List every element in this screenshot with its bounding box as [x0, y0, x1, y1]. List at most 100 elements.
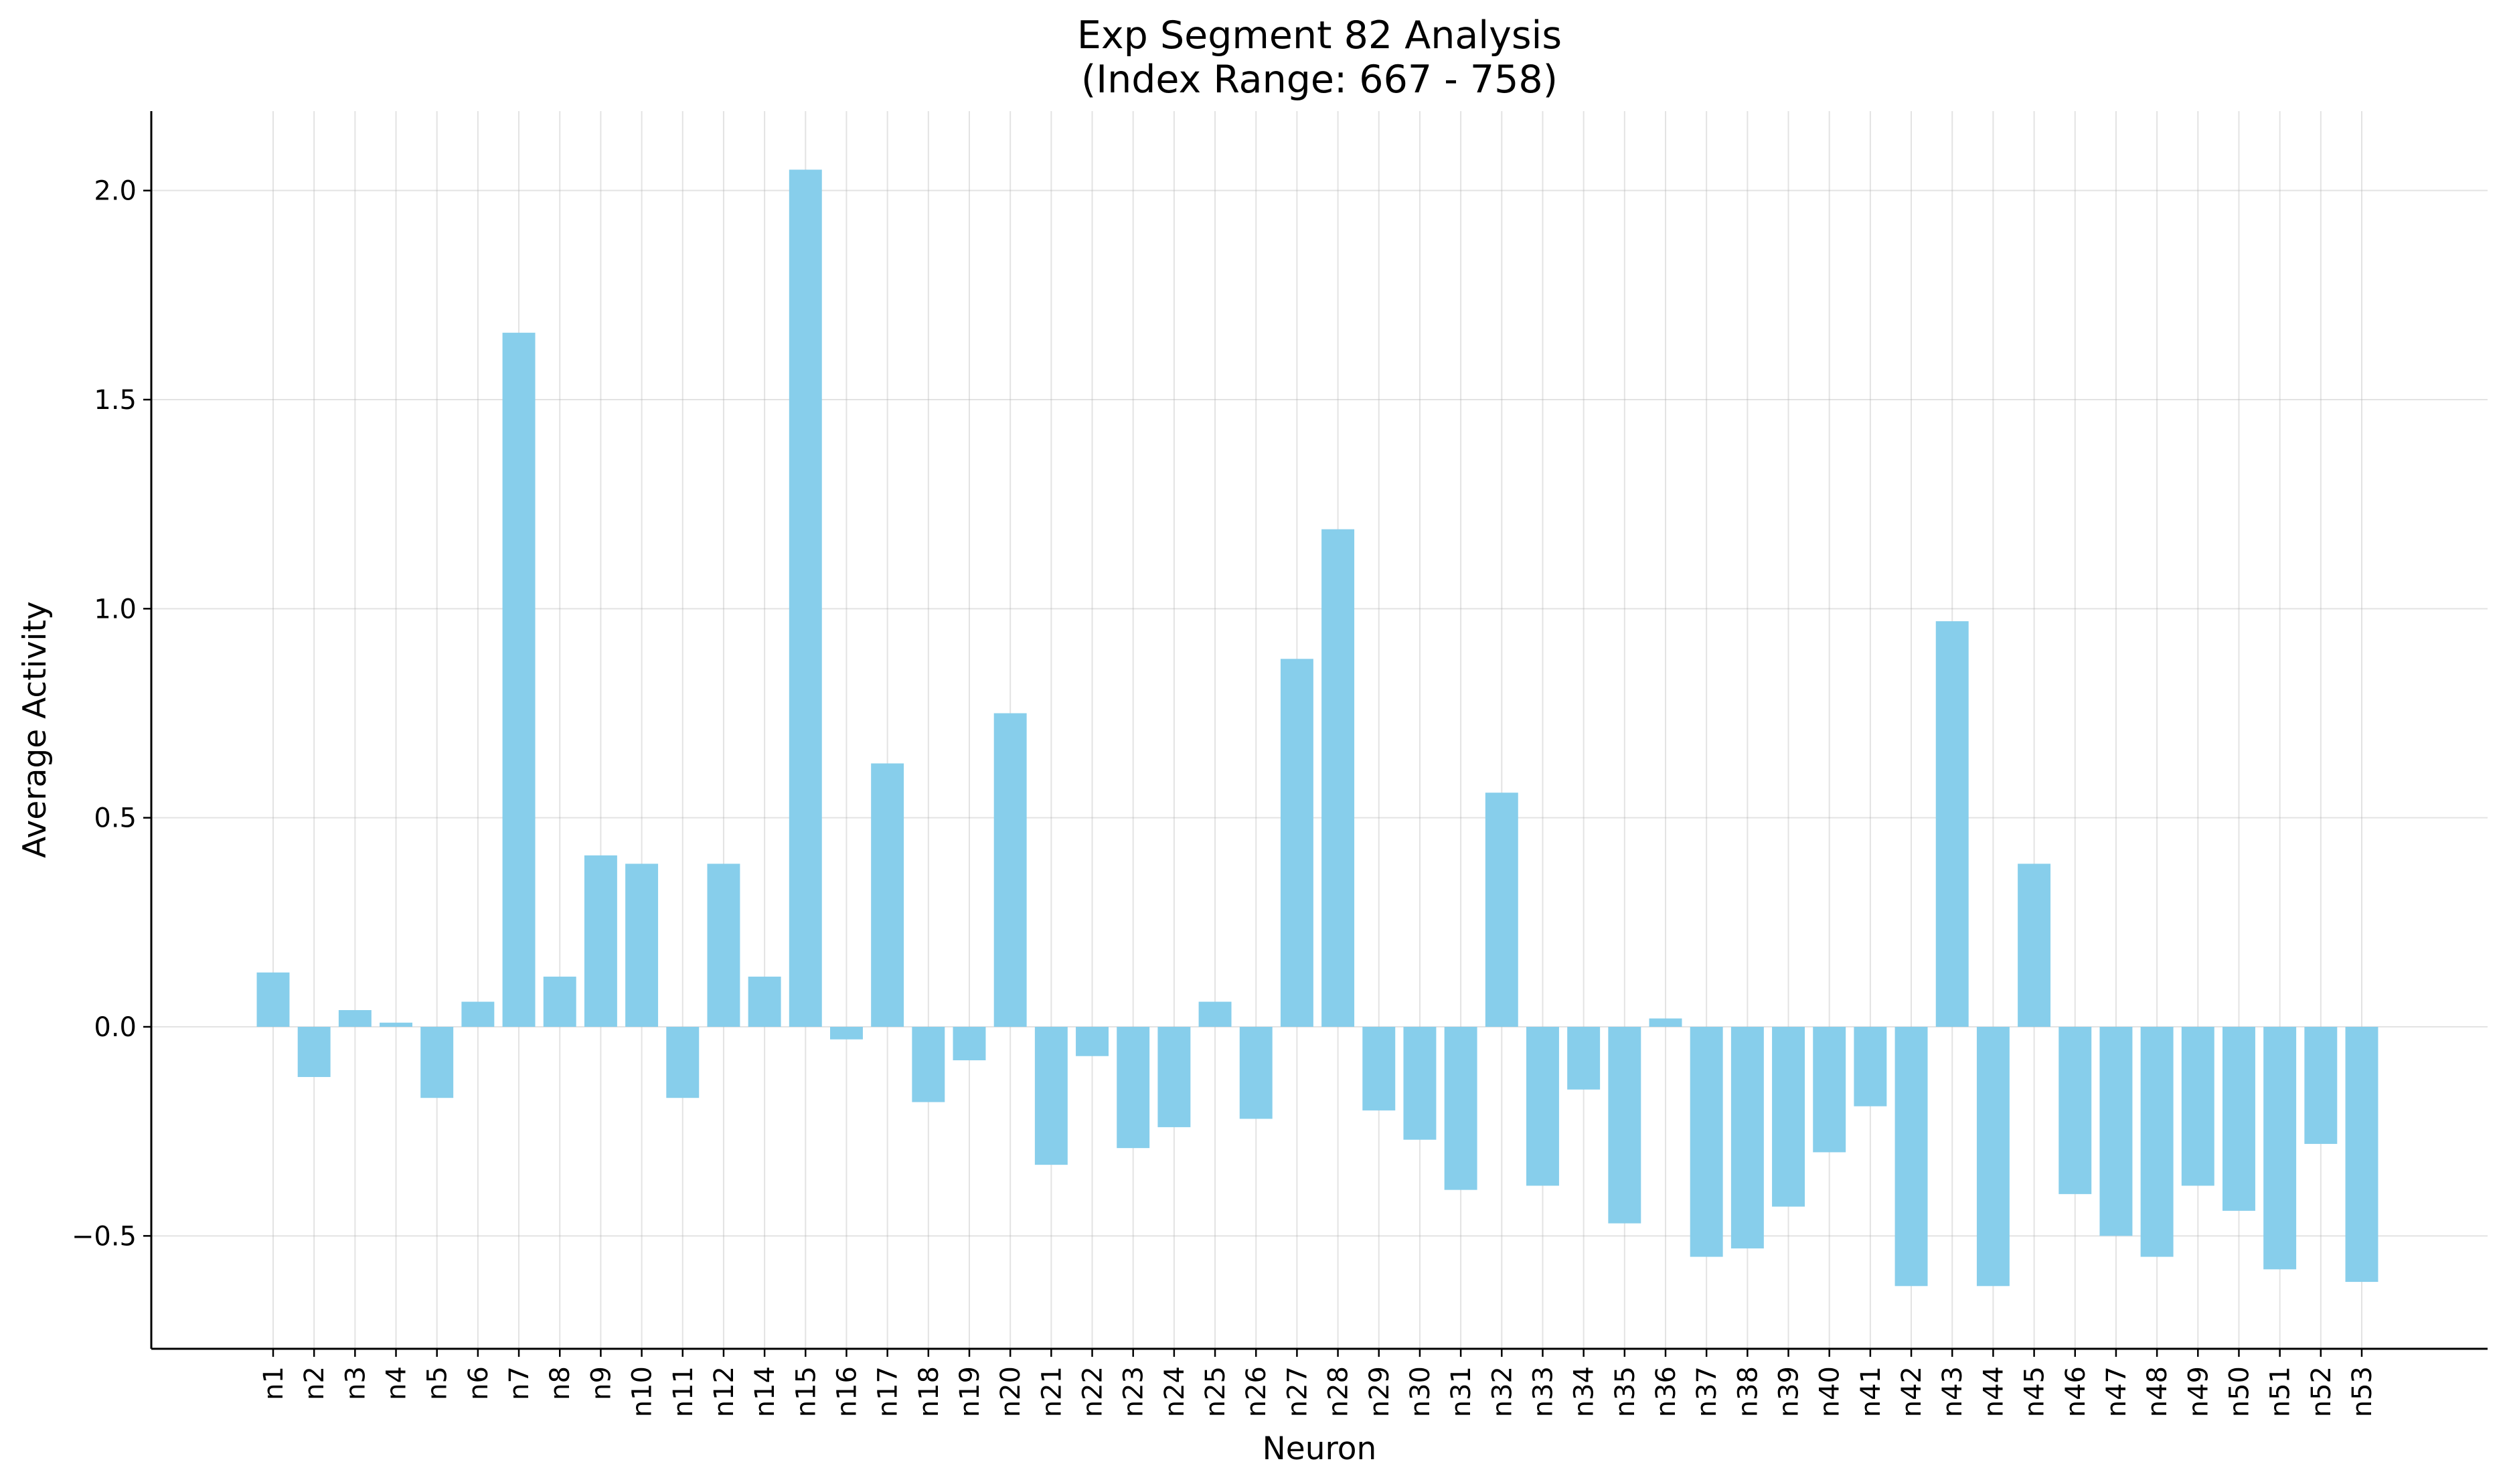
- bar-n5: [420, 1027, 454, 1098]
- bar-n6: [461, 1001, 495, 1027]
- y-tick-label: 0.5: [94, 803, 137, 834]
- chart-title: Exp Segment 82 Analysis: [1077, 13, 1562, 58]
- y-axis-label: Average Activity: [17, 601, 54, 858]
- x-tick-label-n15: n15: [791, 1366, 821, 1417]
- chart-subtitle: (Index Range: 667 - 758): [1081, 58, 1558, 102]
- x-tick-label-n41: n41: [1856, 1366, 1886, 1417]
- bar-n36: [1649, 1018, 1682, 1027]
- x-tick-label-n40: n40: [1815, 1366, 1846, 1417]
- bar-n47: [2099, 1027, 2133, 1236]
- y-tick-label: 0.0: [94, 1012, 137, 1043]
- x-tick-label-n31: n31: [1446, 1366, 1477, 1417]
- bar-n23: [1117, 1027, 1150, 1149]
- bar-n21: [1034, 1027, 1068, 1165]
- x-tick-label-n28: n28: [1323, 1366, 1354, 1417]
- x-tick-label-n51: n51: [2265, 1366, 2296, 1417]
- x-tick-label-n11: n11: [668, 1366, 699, 1417]
- bar-n16: [830, 1027, 863, 1040]
- bar-n9: [584, 855, 617, 1027]
- x-tick-label-n50: n50: [2224, 1366, 2255, 1417]
- x-tick-label-n14: n14: [750, 1366, 781, 1417]
- bar-n1: [256, 972, 290, 1027]
- y-tick-label: −0.5: [72, 1221, 137, 1252]
- x-tick-label-n46: n46: [2060, 1366, 2091, 1417]
- x-tick-label-n45: n45: [2020, 1366, 2050, 1417]
- bar-n15: [789, 169, 822, 1027]
- bar-n12: [707, 863, 740, 1027]
- bar-n37: [1690, 1027, 1723, 1257]
- bar-n26: [1239, 1027, 1273, 1119]
- x-tick-label-n21: n21: [1036, 1366, 1067, 1417]
- x-tick-label-n5: n5: [422, 1366, 453, 1400]
- x-tick-label-n26: n26: [1241, 1366, 1272, 1417]
- bar-n4: [380, 1022, 412, 1027]
- x-tick-label-n3: n3: [340, 1366, 371, 1400]
- bar-n2: [297, 1027, 331, 1077]
- bar-n7: [502, 333, 536, 1027]
- bar-n27: [1280, 659, 1313, 1027]
- x-tick-label-n49: n49: [2183, 1366, 2214, 1417]
- x-tick-label-n29: n29: [1364, 1366, 1395, 1417]
- bar-n44: [1976, 1027, 2010, 1287]
- bar-n25: [1198, 1001, 1232, 1027]
- bar-n11: [666, 1027, 700, 1098]
- x-tick-label-n44: n44: [1978, 1366, 2009, 1417]
- bar-n29: [1362, 1027, 1396, 1110]
- x-tick-label-n38: n38: [1732, 1366, 1763, 1417]
- x-tick-label-n32: n32: [1487, 1366, 1518, 1417]
- bar-layer: [256, 169, 2378, 1287]
- bar-n53: [2345, 1027, 2378, 1283]
- x-tick-label-n30: n30: [1405, 1366, 1436, 1417]
- x-tick-label-n23: n23: [1119, 1366, 1149, 1417]
- x-tick-label-n6: n6: [463, 1366, 494, 1400]
- x-tick-label-n9: n9: [586, 1366, 617, 1400]
- bar-n24: [1157, 1027, 1191, 1127]
- bar-n8: [543, 977, 576, 1027]
- x-ticks: n1 n2 n3 n4 n5 n6 n7 n8 n9 n10 n11 n12 n14 n15 n16 n17 n…: [258, 1349, 2378, 1417]
- y-tick-label: 1.0: [94, 594, 137, 625]
- x-tick-label-n16: n16: [831, 1366, 862, 1417]
- bar-n3: [338, 1010, 372, 1027]
- grid-layer: [151, 111, 2488, 1349]
- bar-n35: [1608, 1027, 1641, 1224]
- bar-n33: [1526, 1027, 1559, 1186]
- bar-n48: [2140, 1027, 2174, 1257]
- y-tick-label: 1.5: [94, 385, 137, 416]
- x-tick-label-n34: n34: [1569, 1366, 1600, 1417]
- x-tick-label-n48: n48: [2142, 1366, 2173, 1417]
- x-tick-label-n42: n42: [1896, 1366, 1927, 1417]
- bar-n14: [748, 977, 781, 1027]
- x-axis-label: Neuron: [1263, 1430, 1377, 1467]
- bar-n42: [1894, 1027, 1928, 1287]
- x-tick-label-n43: n43: [1937, 1366, 1968, 1417]
- x-tick-label-n8: n8: [545, 1366, 576, 1400]
- x-tick-label-n35: n35: [1610, 1366, 1641, 1417]
- bar-n40: [1813, 1027, 1846, 1153]
- bar-n41: [1854, 1027, 1887, 1106]
- axis-layer: [150, 111, 2488, 1350]
- bar-n31: [1444, 1027, 1477, 1190]
- bar-n45: [2018, 863, 2051, 1027]
- x-tick-label-n18: n18: [914, 1366, 945, 1417]
- x-tick-label-n52: n52: [2306, 1366, 2337, 1417]
- bar-n52: [2304, 1027, 2338, 1144]
- bar-n43: [1935, 621, 1969, 1027]
- x-tick-label-n37: n37: [1692, 1366, 1722, 1417]
- bar-n10: [625, 863, 659, 1027]
- bar-n46: [2058, 1027, 2092, 1194]
- bar-n19: [953, 1027, 986, 1060]
- x-tick-label-n10: n10: [627, 1366, 658, 1417]
- x-tick-label-n53: n53: [2347, 1366, 2378, 1417]
- x-tick-label-n19: n19: [955, 1366, 985, 1417]
- bar-n32: [1485, 793, 1518, 1027]
- y-tick-label: 2.0: [94, 176, 137, 207]
- bar-n22: [1076, 1027, 1109, 1056]
- x-tick-label-n33: n33: [1528, 1366, 1558, 1417]
- x-tick-label-n2: n2: [299, 1366, 330, 1400]
- x-tick-label-n47: n47: [2101, 1366, 2132, 1417]
- bar-n17: [871, 763, 904, 1027]
- bar-n50: [2223, 1027, 2255, 1211]
- x-tick-label-n20: n20: [995, 1366, 1026, 1417]
